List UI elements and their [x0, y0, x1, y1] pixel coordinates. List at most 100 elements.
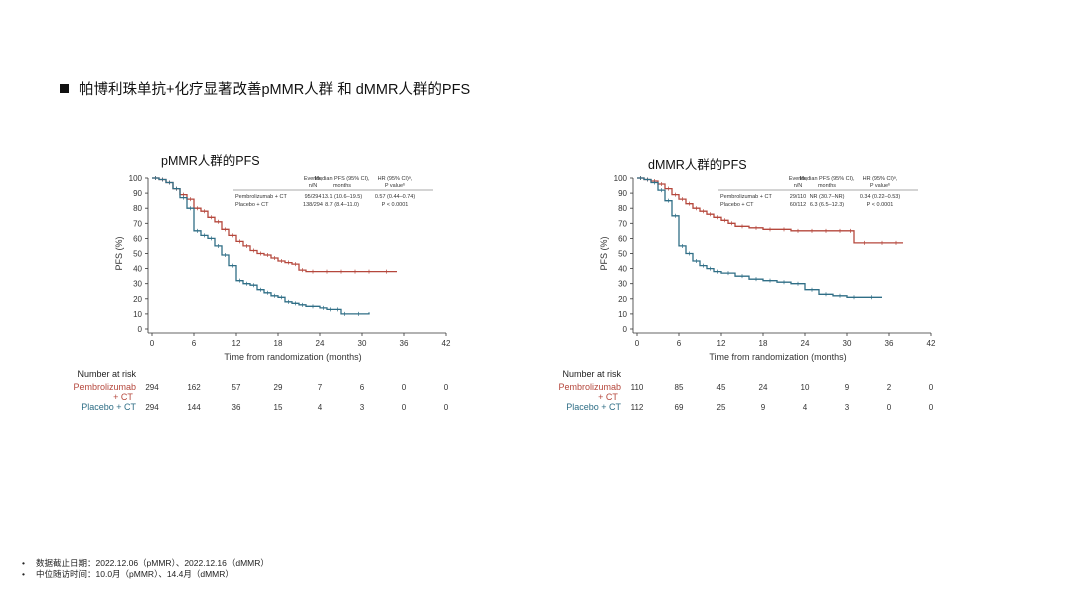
y-tick-label: 70	[618, 219, 627, 228]
km-curve-pembrolizumab	[152, 177, 397, 273]
legend-header: HR (95% CI)ᵃ,	[863, 176, 898, 182]
y-tick-label: 40	[133, 265, 142, 274]
legend-series-name: Placebo + CT	[720, 202, 754, 208]
x-tick-label: 24	[316, 339, 325, 348]
x-tick-label: 0	[150, 339, 155, 348]
risk-count: 3	[360, 403, 365, 412]
bullet-square-icon	[60, 84, 69, 93]
y-tick-label: 30	[618, 280, 627, 289]
legend-events: 60/112	[790, 202, 806, 208]
risk-count: 85	[675, 383, 684, 392]
legend-header: P valueᵇ	[870, 182, 890, 189]
footnote-2: • 中位随访时间：10.0月（pMMR）、14.4月（dMMR）	[22, 569, 234, 579]
risk-count: 112	[631, 403, 644, 412]
risk-count: 0	[929, 383, 934, 392]
footnotes: • 数据截止日期：2022.12.06（pMMR）、2022.12.16（dMMR…	[22, 558, 269, 580]
dmmr-chart-panel: dMMR人群的PFS 0 10 20 30 40 50 60 70 80 90 100 0 6 12 18 2…	[525, 150, 965, 420]
risk-row-label: + CT	[113, 392, 133, 402]
risk-count: 10	[801, 383, 810, 392]
y-axis-label: PFS (%)	[599, 236, 609, 270]
x-tick-label: 30	[358, 339, 367, 348]
risk-count: 0	[444, 403, 449, 412]
legend-header: P valueᵇ	[385, 182, 405, 189]
legend-hr: 0.34 (0.22–0.53)	[860, 194, 901, 200]
y-tick-label: 90	[133, 189, 142, 198]
risk-count: 0	[887, 403, 892, 412]
risk-count: 0	[444, 383, 449, 392]
y-tick-label: 20	[618, 295, 627, 304]
x-tick-label: 42	[442, 339, 451, 348]
risk-row-label: Placebo + CT	[81, 402, 136, 412]
legend-header: Events,	[304, 176, 323, 182]
y-tick-label: 0	[138, 325, 143, 334]
x-tick-label: 36	[400, 339, 409, 348]
legend-hr: 0.57 (0.44–0.74)	[375, 194, 416, 200]
y-tick-label: 40	[618, 265, 627, 274]
chart-title: pMMR人群的PFS	[161, 154, 260, 168]
chart-title: dMMR人群的PFS	[648, 158, 747, 172]
y-tick-label: 100	[614, 174, 628, 183]
risk-table-header: Number at risk	[562, 369, 621, 379]
risk-count: 57	[232, 383, 241, 392]
risk-count: 0	[929, 403, 934, 412]
y-tick-label: 60	[618, 234, 627, 243]
x-tick-label: 18	[274, 339, 283, 348]
slide-title: 帕博利珠单抗+化疗显著改善pMMR人群 和 dMMR人群的PFS	[60, 78, 470, 99]
x-axis-label: Time from randomization (months)	[709, 352, 846, 362]
legend-hr: P < 0.0001	[867, 202, 894, 208]
risk-count: 24	[759, 383, 768, 392]
risk-count: 294	[145, 403, 159, 412]
legend-header: Median PFS (95% CI),	[799, 176, 854, 182]
legend-events: 29/110	[790, 194, 806, 200]
legend-median: NR (30.7–NR)	[810, 194, 845, 200]
risk-count: 0	[402, 403, 407, 412]
y-tick-label: 90	[618, 189, 627, 198]
risk-count: 45	[717, 383, 726, 392]
legend-header: n/N	[309, 183, 318, 189]
y-tick-label: 70	[133, 219, 142, 228]
km-curve-pembrolizumab	[637, 177, 903, 244]
legend-median: 8.7 (8.4–11.0)	[325, 202, 359, 208]
risk-count: 69	[675, 403, 684, 412]
legend-header: Events,	[789, 176, 808, 182]
x-tick-label: 18	[759, 339, 768, 348]
risk-row-label: Placebo + CT	[566, 402, 621, 412]
legend-series-name: Pembrolizumab + CT	[235, 194, 287, 200]
legend-header: months	[333, 183, 351, 189]
risk-count: 9	[761, 403, 766, 412]
risk-count: 110	[631, 383, 644, 392]
x-tick-label: 30	[843, 339, 852, 348]
risk-count: 3	[845, 403, 850, 412]
legend-events: 138/294	[303, 202, 323, 208]
y-tick-label: 50	[618, 250, 627, 259]
x-tick-label: 0	[635, 339, 640, 348]
legend-median: 6.3 (6.5–12.3)	[810, 202, 844, 208]
legend-series-name: Pembrolizumab + CT	[720, 194, 772, 200]
risk-count: 29	[274, 383, 283, 392]
risk-count: 15	[274, 403, 283, 412]
y-tick-label: 30	[133, 280, 142, 289]
risk-count: 25	[717, 403, 726, 412]
legend-events: 95/294	[305, 194, 322, 200]
legend-hr: P < 0.0001	[382, 202, 409, 208]
legend-series-name: Placebo + CT	[235, 202, 269, 208]
legend-header: Median PFS (95% CI),	[314, 176, 369, 182]
risk-count: 6	[360, 383, 365, 392]
y-tick-label: 60	[133, 234, 142, 243]
y-tick-label: 0	[623, 325, 628, 334]
risk-row-label: Pembrolizumab	[558, 382, 621, 392]
x-axis-label: Time from randomization (months)	[224, 352, 361, 362]
y-tick-label: 20	[133, 295, 142, 304]
risk-count: 162	[187, 383, 201, 392]
km-curve-placebo	[637, 177, 882, 298]
risk-row-label: + CT	[598, 392, 618, 402]
x-tick-label: 42	[927, 339, 936, 348]
risk-row-label: Pembrolizumab	[73, 382, 136, 392]
y-tick-label: 80	[618, 204, 627, 213]
risk-count: 4	[318, 403, 323, 412]
risk-count: 0	[402, 383, 407, 392]
risk-count: 2	[887, 383, 892, 392]
risk-count: 4	[803, 403, 808, 412]
